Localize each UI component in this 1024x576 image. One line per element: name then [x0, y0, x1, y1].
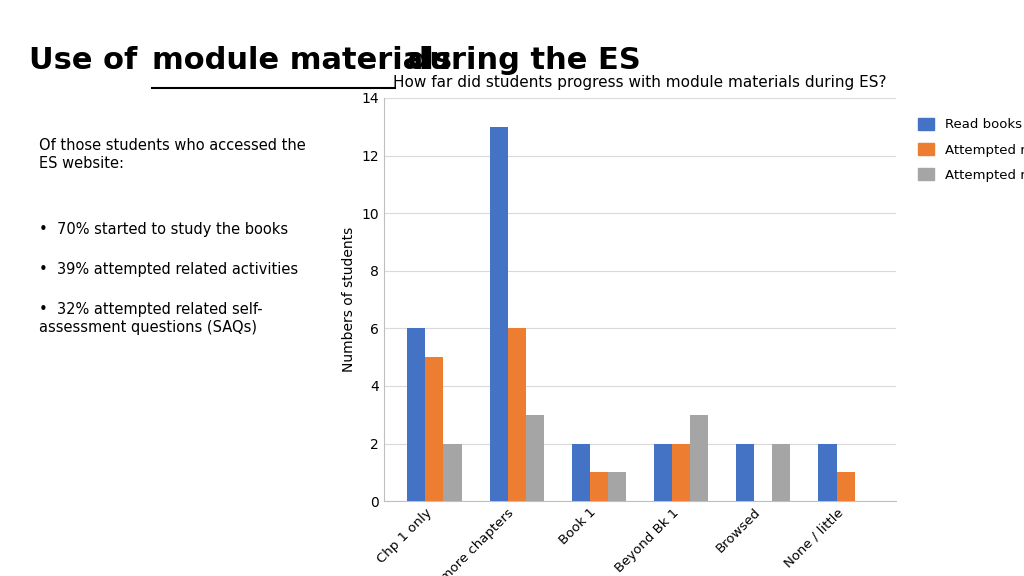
- Bar: [818, 444, 837, 501]
- Text: Use of: Use of: [29, 46, 147, 75]
- Text: Of those students who accessed the
ES website:: Of those students who accessed the ES we…: [39, 138, 305, 170]
- Bar: [489, 127, 508, 501]
- Bar: [508, 328, 525, 501]
- Y-axis label: Numbers of students: Numbers of students: [342, 227, 356, 372]
- Text: •  39% attempted related activities: • 39% attempted related activities: [39, 262, 298, 277]
- Text: •  32% attempted related self-
assessment questions (SAQs): • 32% attempted related self- assessment…: [39, 302, 262, 335]
- Bar: [672, 444, 690, 501]
- Bar: [425, 357, 443, 501]
- Legend: Read books, Attempted related activities, Attempted related SAQs: Read books, Attempted related activities…: [912, 112, 1024, 187]
- Text: module materials: module materials: [152, 46, 452, 75]
- Bar: [690, 415, 709, 501]
- Bar: [408, 328, 425, 501]
- Text: •  70% started to study the books: • 70% started to study the books: [39, 222, 288, 237]
- Text: during the ES: during the ES: [397, 46, 641, 75]
- Bar: [654, 444, 672, 501]
- Title: How far did students progress with module materials during ES?: How far did students progress with modul…: [393, 75, 887, 90]
- Bar: [443, 444, 462, 501]
- Bar: [525, 415, 544, 501]
- Bar: [736, 444, 755, 501]
- Bar: [608, 472, 626, 501]
- Bar: [837, 472, 855, 501]
- Bar: [590, 472, 608, 501]
- Bar: [772, 444, 791, 501]
- Bar: [571, 444, 590, 501]
